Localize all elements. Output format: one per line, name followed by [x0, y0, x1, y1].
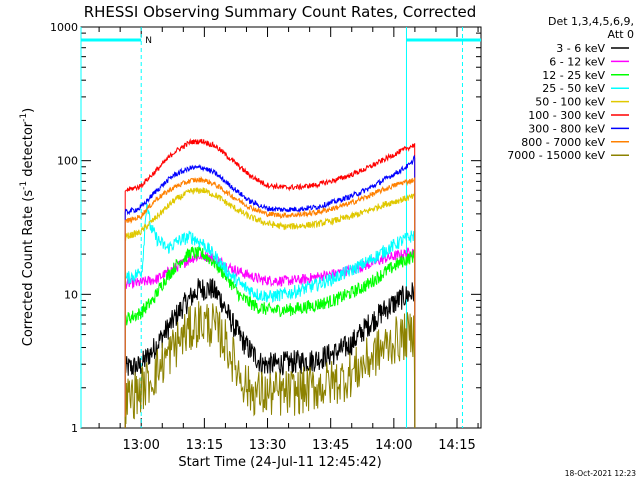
x-tick-label: 13:00: [122, 438, 159, 453]
series-line-7: [124, 175, 416, 429]
x-axis-ticks: [98, 27, 479, 428]
x-tick-label: 14:15: [438, 438, 475, 453]
series-line-5: [124, 138, 416, 429]
y-tick-label: 100: [57, 155, 78, 168]
y-axis-tick-labels: 1 10 100 1000: [50, 21, 78, 435]
legend-label: 50 - 100 keV: [535, 96, 605, 109]
legend-label: 100 - 300 keV: [528, 109, 605, 122]
y-axis-label-mid: detector: [21, 121, 36, 181]
y-tick-label: 1000: [50, 21, 78, 34]
y-axis-label-sup2: -1: [19, 113, 29, 122]
x-tick-label: 13:15: [186, 438, 223, 453]
x-tick-label: 13:30: [249, 438, 286, 453]
series-line-2: [124, 245, 416, 429]
x-axis-tick-labels: 13:00 13:15 13:30 13:45 14:00 14:15: [122, 438, 475, 453]
legend-label: 300 - 800 keV: [528, 122, 605, 135]
x-tick-label: 13:45: [312, 438, 349, 453]
series-lines: [124, 138, 416, 429]
y-axis-label: Corrected Count Rate (s-1 detector-1): [19, 108, 36, 346]
legend-label: 7000 - 15000 keV: [507, 149, 605, 162]
series-line-3: [124, 202, 416, 429]
y-tick-label: 10: [64, 288, 78, 301]
x-tick-label: 14:00: [375, 438, 412, 453]
series-line-4: [124, 187, 416, 429]
x-axis-label: Start Time (24-Jul-11 12:45:42): [178, 455, 381, 470]
footer-date: 18-Oct-2021 12:23: [565, 469, 636, 478]
legend-label: 3 - 6 keV: [556, 42, 605, 55]
night-marker-label: N: [145, 36, 152, 46]
series-line-8: [124, 301, 416, 429]
y-axis-label-end: ): [21, 108, 36, 113]
y-axis-label-main: Corrected Count Rate (s: [21, 190, 36, 347]
legend-label: 6 - 12 keV: [549, 55, 605, 68]
y-axis-label-sup1: -1: [19, 181, 29, 190]
legend-header-line-1: Det 1,3,4,5,6,9,: [548, 15, 634, 28]
legend-label: 25 - 50 keV: [542, 82, 605, 95]
legend-header-line-2: Att 0: [608, 28, 634, 41]
series-line-0: [124, 278, 416, 429]
saa-night-markers: [80, 27, 481, 428]
chart-title: RHESSI Observing Summary Count Rates, Co…: [84, 3, 477, 21]
series-line-6: [124, 154, 416, 429]
legend-label: 800 - 7000 keV: [521, 136, 605, 149]
y-tick-label: 1: [71, 422, 78, 435]
legend-label: 12 - 25 keV: [542, 69, 605, 82]
